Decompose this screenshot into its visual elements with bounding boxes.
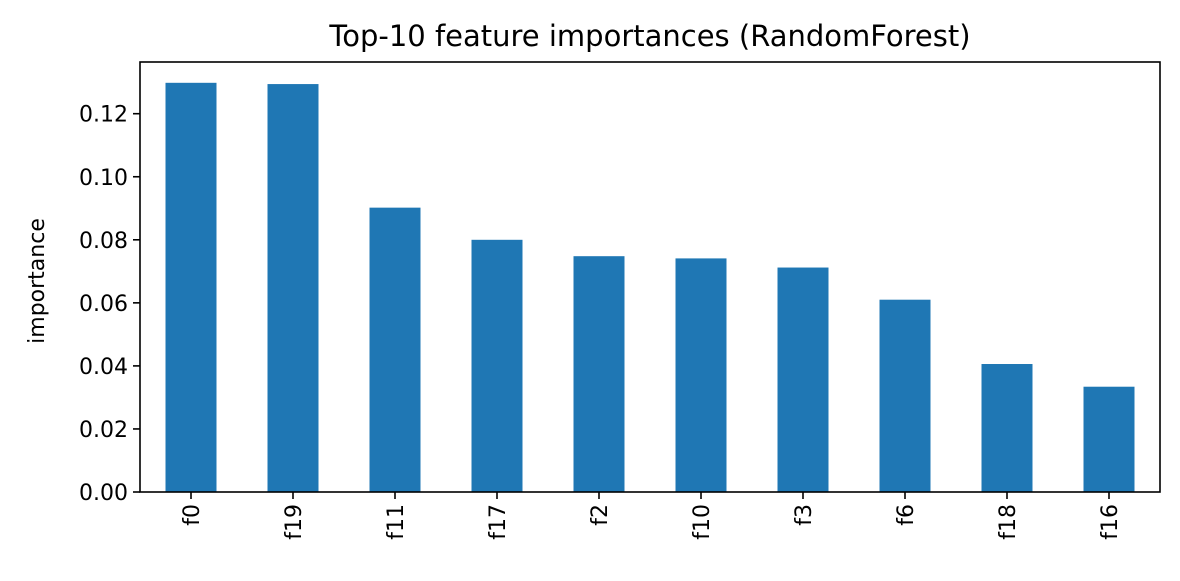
chart-title: Top-10 feature importances (RandomForest… <box>328 19 970 53</box>
x-tick-label: f19 <box>282 504 307 540</box>
x-tick-label: f0 <box>180 504 205 526</box>
bars-layer <box>165 82 1135 492</box>
x-tick-label: f11 <box>384 504 409 540</box>
y-axis-ticks: 0.00 0.02 0.04 0.06 0.08 0.10 0.12 <box>79 103 140 506</box>
bar-f3 <box>777 267 829 492</box>
y-tick-label: 0.00 <box>79 481 128 506</box>
x-tick-label: f10 <box>690 504 715 540</box>
x-tick-label: f18 <box>996 504 1021 540</box>
bar-f19 <box>267 84 319 492</box>
bar-f17 <box>471 239 523 492</box>
y-tick-label: 0.10 <box>79 166 128 191</box>
y-tick-label: 0.04 <box>79 355 128 380</box>
bar-f2 <box>573 256 625 492</box>
x-tick-label: f17 <box>486 504 511 540</box>
x-tick-label: f3 <box>792 504 817 526</box>
y-tick-label: 0.06 <box>79 292 128 317</box>
y-tick-label: 0.02 <box>79 418 128 443</box>
bar-f16 <box>1083 386 1135 492</box>
x-tick-label: f16 <box>1098 504 1123 540</box>
y-tick-label: 0.08 <box>79 229 128 254</box>
y-axis-label: importance <box>25 218 50 344</box>
bar-f0 <box>165 82 217 492</box>
plot-frame <box>139 61 1161 493</box>
x-tick-label: f2 <box>588 504 613 526</box>
bar-f6 <box>879 299 931 492</box>
bar-f18 <box>981 364 1033 492</box>
x-axis-ticks: f0 f19 f11 f17 f2 f10 f3 f6 f18 f16 <box>180 492 1123 540</box>
y-tick-label: 0.12 <box>79 103 128 128</box>
x-tick-label: f6 <box>894 504 919 526</box>
bar-f11 <box>369 207 421 492</box>
bar-f10 <box>675 258 727 492</box>
